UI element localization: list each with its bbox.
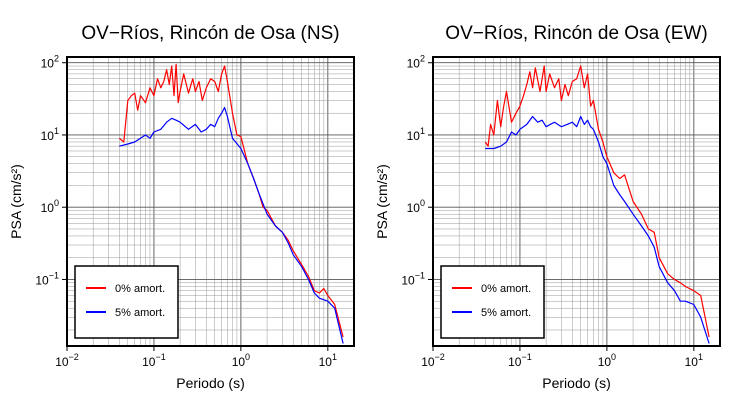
x-tick-label: 101 [685,352,703,369]
x-tick-label: 10−2 [421,352,445,369]
y-axis-label: PSA (cm/s²) [8,164,24,239]
x-tick-label-mantissa: 10 [598,355,612,369]
legend-label-1: 5% amort. [481,307,531,319]
y-tick-label: 10−1 [401,270,425,287]
chart-title: OV−Ríos, Rincón de Osa (NS) [81,23,339,44]
plot-frame [432,56,721,347]
x-tick-label-mantissa: 10 [55,355,69,369]
x-tick-label-mantissa: 10 [232,355,246,369]
legend-label-0: 0% amort. [481,283,531,295]
legend: 0% amort. 5% amort. [440,265,545,339]
x-tick-label: 100 [232,352,250,369]
series-line-5pct [119,106,344,344]
legend: 0% amort. 5% amort. [74,265,179,339]
y-tick-label-exponent: 2 [54,54,59,64]
x-tick-label: 10−1 [508,352,532,369]
y-tick-label-mantissa: 10 [407,201,421,215]
y-tick-label-mantissa: 10 [407,57,421,71]
y-tick-label-mantissa: 10 [41,129,55,143]
x-tick-label-exponent: 0 [245,352,250,362]
y-tick-label-mantissa: 10 [41,57,55,71]
x-axis-label: Periodo (s) [542,375,610,391]
series-lines [118,63,344,344]
series-line-0pct [484,65,710,338]
x-tick-label-mantissa: 10 [508,355,522,369]
y-tick-label: 102 [407,54,425,71]
x-tick-label-mantissa: 10 [142,355,156,369]
y-tick-label: 102 [41,54,59,71]
chart-panel-ns: OV−Ríos, Rincón de Osa (NS) Periodo (s) … [8,23,355,391]
y-tick-label-exponent: −1 [415,270,425,280]
x-tick-label: 100 [598,352,616,369]
y-tick-label: 101 [407,126,425,143]
series-lines [484,65,710,344]
series-line-0pct [118,63,344,338]
y-tick-label: 10−1 [35,270,59,287]
y-tick-label-exponent: 2 [420,54,425,64]
y-tick-label-mantissa: 10 [401,273,415,287]
y-tick-label: 100 [407,198,425,215]
x-tick-label-mantissa: 10 [421,355,435,369]
series-line-5pct [485,115,710,344]
x-tick-label: 101 [319,352,337,369]
y-tick-label-exponent: 1 [54,126,59,136]
x-tick-label-mantissa: 10 [319,355,333,369]
x-tick-label: 10−2 [55,352,79,369]
x-axis-label: Periodo (s) [176,375,244,391]
legend-label-0: 0% amort. [115,283,165,295]
x-tick-label-exponent: −1 [155,352,165,362]
y-tick-label-mantissa: 10 [41,201,55,215]
x-tick-label: 10−1 [142,352,166,369]
y-tick-label-mantissa: 10 [407,129,421,143]
chart-title: OV−Ríos, Rincón de Osa (EW) [445,23,707,44]
legend-label-1: 5% amort. [115,307,165,319]
x-tick-label-exponent: 1 [698,352,703,362]
x-tick-label-exponent: 0 [611,352,616,362]
x-tick-label-exponent: 1 [332,352,337,362]
y-tick-label: 101 [41,126,59,143]
legend-box [440,265,545,339]
chart-panel-ew: OV−Ríos, Rincón de Osa (EW) Periodo (s) … [374,23,721,391]
y-tick-label-exponent: 0 [420,198,425,208]
y-axis-label: PSA (cm/s²) [374,164,390,239]
x-tick-label-exponent: −1 [521,352,531,362]
y-tick-label-mantissa: 10 [35,273,49,287]
x-tick-label-mantissa: 10 [685,355,699,369]
y-tick-label-exponent: −1 [49,270,59,280]
y-tick-label: 100 [41,198,59,215]
y-tick-label-exponent: 0 [54,198,59,208]
y-tick-label-exponent: 1 [420,126,425,136]
legend-box [74,265,179,339]
grid [67,57,354,346]
x-tick-label-exponent: −2 [69,352,79,362]
x-tick-label-exponent: −2 [435,352,445,362]
plot-frame [66,56,355,347]
